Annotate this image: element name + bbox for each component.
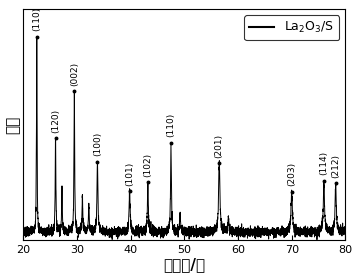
X-axis label: 衍射角/度: 衍射角/度 (163, 257, 205, 272)
Text: (100): (100) (93, 132, 102, 156)
Text: (110): (110) (166, 113, 175, 138)
Text: (114): (114) (319, 151, 328, 175)
Text: (201): (201) (215, 134, 224, 158)
Text: (110): (110) (32, 7, 41, 31)
Text: (120): (120) (51, 108, 60, 133)
Text: (212): (212) (331, 154, 340, 178)
Text: (101): (101) (125, 162, 134, 186)
Y-axis label: 强度: 强度 (6, 115, 20, 133)
Text: (002): (002) (70, 62, 79, 86)
Text: (102): (102) (143, 153, 153, 177)
Text: (203): (203) (287, 162, 296, 186)
Legend: La$_2$O$_3$/S: La$_2$O$_3$/S (244, 15, 339, 40)
